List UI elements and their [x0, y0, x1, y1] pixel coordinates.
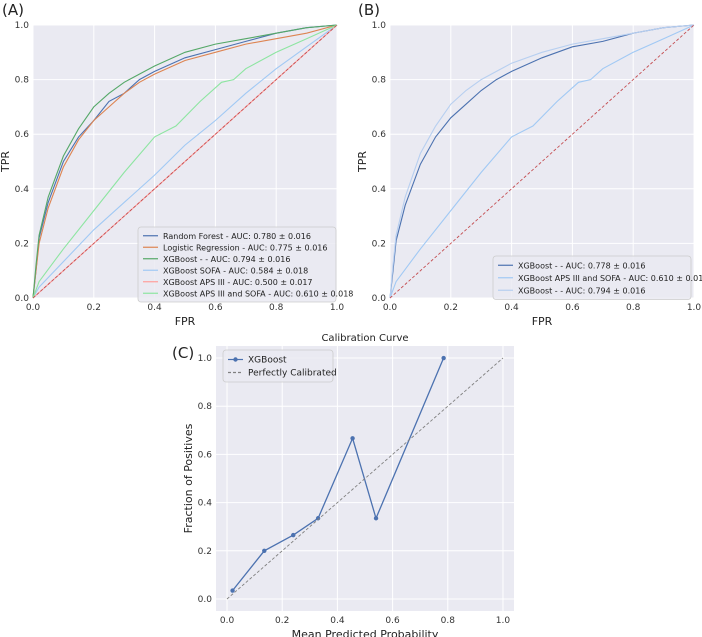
x-tick-label: 1.0 [330, 303, 345, 313]
legend-label: XGBoost APS III and SOFA - AUC: 0.610 ± … [163, 289, 353, 298]
x-tick-label: 1.0 [687, 303, 702, 313]
data-point [262, 548, 267, 553]
y-tick-label: 0.2 [15, 239, 29, 249]
legend-label: XGBoost [248, 356, 287, 366]
legend-label: Logistic Regression - AUC: 0.775 ± 0.016 [163, 243, 327, 252]
x-tick-label: 0.2 [275, 616, 289, 626]
y-tick-label: 0.6 [198, 450, 213, 460]
legend-label: XGBoost APS III - AUC: 0.500 ± 0.017 [163, 278, 313, 287]
y-tick-label: 0.4 [198, 499, 213, 509]
y-tick-label: 0.6 [15, 130, 30, 140]
y-tick-label: 0.6 [372, 130, 387, 140]
legend: XGBoost Perfectly Calibrated [222, 349, 337, 383]
y-tick-label: 1.0 [15, 21, 30, 31]
y-tick-label: 0.8 [198, 402, 213, 412]
y-axis-label: TPR [356, 151, 369, 173]
data-point [350, 436, 355, 441]
legend-box [222, 349, 334, 383]
x-tick-label: 0.0 [383, 303, 398, 313]
x-axis-label: FPR [532, 315, 553, 328]
y-tick-label: 1.0 [372, 21, 387, 31]
legend-label: Perfectly Calibrated [248, 369, 337, 379]
x-tick-label: 0.6 [385, 616, 400, 626]
legend-label: XGBoost APS III and SOFA - AUC: 0.610 ± … [518, 274, 702, 283]
legend-label: XGBoost SOFA - AUC: 0.584 ± 0.018 [163, 266, 308, 275]
data-point [230, 588, 235, 593]
chart-1: 0.0 0.2 0.4 0.6 0.8 1.0 0.0 0.2 0.4 0.6 0.8 1.0 FPR T… [0, 1, 353, 328]
y-tick-label: 1.0 [198, 354, 213, 364]
y-tick-label: 0.0 [15, 294, 30, 304]
x-axis-label: FPR [175, 315, 196, 328]
y-tick-label: 0.4 [15, 185, 30, 195]
x-tick-label: 1.0 [496, 616, 511, 626]
x-tick-label: 0.0 [26, 303, 41, 313]
series-line-7 [32, 24, 338, 299]
x-tick-label: 0.0 [220, 616, 235, 626]
x-tick-label: 0.4 [330, 616, 345, 626]
series-line-1 [389, 24, 695, 299]
x-tick-label: 0.2 [87, 303, 101, 313]
y-tick-label: 0.8 [372, 76, 387, 86]
series-line-2 [226, 357, 504, 600]
x-tick-label: 0.4 [504, 303, 519, 313]
legend-box [137, 226, 337, 303]
y-tick-label: 0.0 [198, 595, 213, 605]
data-point [441, 355, 446, 361]
legend-marker [233, 357, 238, 362]
legend-box [492, 255, 692, 300]
panel-label: (A) [2, 1, 24, 19]
legend-label: XGBoost - - AUC: 0.794 ± 0.016 [518, 286, 645, 295]
legend: XGBoost - - AUC: 0.778 ± 0.016 XGBoost AP… [492, 255, 702, 300]
panel-label: (B) [358, 1, 380, 19]
series-line-4 [32, 24, 338, 299]
legend-label: XGBoost - - AUC: 0.794 ± 0.016 [163, 255, 290, 264]
x-tick-label: 0.6 [208, 303, 223, 313]
y-axis-label: TPR [0, 151, 12, 173]
chart-3: 0.0 0.2 0.4 0.6 0.8 1.0 0.0 0.2 0.4 0.6 0.8 1.0 Mean… [172, 333, 514, 637]
series-line-2 [32, 24, 338, 299]
panel-label: (C) [172, 344, 194, 362]
chart-2: 0.0 0.2 0.4 0.6 0.8 1.0 0.0 0.2 0.4 0.6 0.8 1.0 FPR T… [356, 1, 702, 328]
series-line-4 [389, 24, 695, 299]
y-tick-label: 0.4 [372, 185, 387, 195]
series-line-3 [389, 24, 695, 299]
x-tick-label: 0.8 [626, 303, 641, 313]
legend: Random Forest - AUC: 0.780 ± 0.016 Logist… [137, 226, 353, 303]
y-tick-label: 0.0 [372, 294, 387, 304]
data-point [373, 516, 379, 521]
y-axis-label: Fraction of Positives [182, 423, 195, 533]
y-tick-label: 0.2 [372, 239, 386, 249]
data-point [291, 532, 296, 538]
series-line-6 [32, 24, 338, 299]
x-tick-label: 0.8 [441, 616, 456, 626]
x-axis-label: Mean Predicted Probability [292, 628, 439, 637]
series-line-3 [32, 24, 338, 299]
y-tick-label: 0.2 [198, 547, 212, 557]
x-tick-label: 0.2 [444, 303, 458, 313]
legend-label: XGBoost - - AUC: 0.778 ± 0.016 [518, 261, 645, 270]
legend-label: Random Forest - AUC: 0.780 ± 0.016 [163, 232, 311, 241]
x-tick-label: 0.4 [147, 303, 162, 313]
x-tick-label: 0.8 [269, 303, 284, 313]
series-line-2 [389, 24, 695, 299]
x-tick-label: 0.6 [565, 303, 580, 313]
chart-title: Calibration Curve [321, 333, 408, 344]
y-tick-label: 0.8 [15, 76, 30, 86]
data-point [315, 516, 321, 521]
